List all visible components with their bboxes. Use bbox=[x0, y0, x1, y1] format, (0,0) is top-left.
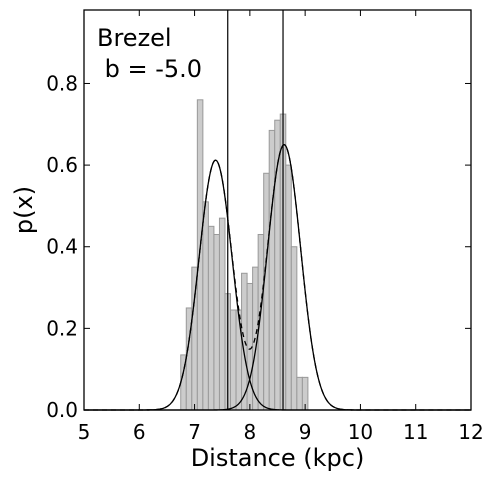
histogram-bar bbox=[191, 266, 198, 411]
y-tick-label: 0.2 bbox=[46, 316, 78, 340]
x-tick-label: 6 bbox=[133, 420, 146, 444]
plot-frame bbox=[83, 9, 472, 411]
plot-area: 5 6 7 8 9 10 11 12 0.0 0.2 0.4 0.6 0.8 bbox=[46, 9, 484, 444]
annotation-line-2: b = -5.0 bbox=[97, 55, 202, 83]
annotation-line-1: Brezel bbox=[97, 24, 172, 52]
y-tick-labels: 0.0 0.2 0.4 0.6 0.8 bbox=[46, 71, 78, 422]
histogram-bar bbox=[263, 172, 270, 411]
histogram-bar bbox=[268, 129, 276, 411]
histogram-bar bbox=[230, 309, 237, 411]
x-tick-label: 11 bbox=[403, 420, 428, 444]
histogram-bar bbox=[285, 164, 292, 411]
histogram-bar bbox=[207, 225, 215, 411]
x-tick-label: 5 bbox=[78, 420, 91, 444]
x-tick-label: 7 bbox=[188, 420, 201, 444]
x-axis-label: Distance (kpc) bbox=[191, 444, 365, 472]
x-tick-label: 12 bbox=[458, 420, 483, 444]
x-tick-labels: 5 6 7 8 9 10 11 12 bbox=[78, 420, 484, 444]
y-tick-label: 0.8 bbox=[46, 71, 78, 95]
histogram-bar bbox=[290, 246, 298, 411]
y-axis-label: p(x) bbox=[10, 186, 38, 234]
y-tick-label: 0.6 bbox=[46, 153, 78, 177]
y-tick-label: 0.0 bbox=[46, 398, 78, 422]
y-tick-label: 0.4 bbox=[46, 235, 78, 259]
histogram-bar bbox=[218, 217, 226, 411]
histogram-bar bbox=[296, 376, 303, 411]
histogram-bar bbox=[213, 233, 220, 411]
vertical-lines bbox=[227, 10, 284, 410]
x-tick-label: 8 bbox=[243, 420, 256, 444]
histogram-bar bbox=[196, 99, 204, 411]
x-tick-label: 9 bbox=[299, 420, 312, 444]
x-tick-label: 10 bbox=[348, 420, 373, 444]
histogram-bar bbox=[202, 201, 209, 411]
